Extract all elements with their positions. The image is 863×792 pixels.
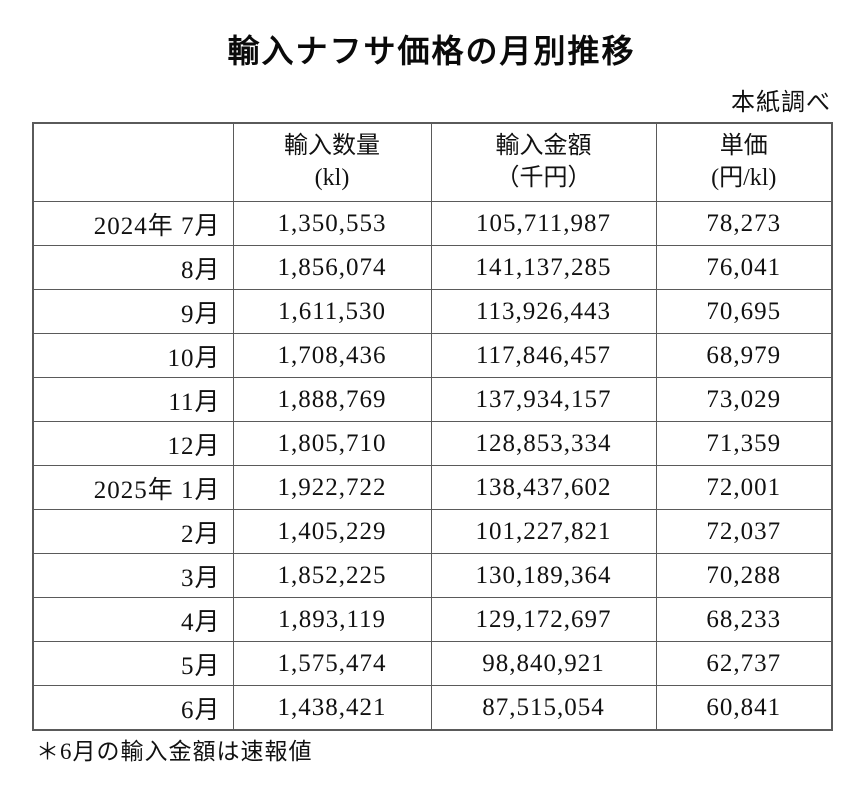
table-row: 5月 1,575,474 98,840,921 62,737 [32,641,833,686]
unit-price-cell: 78,273 [655,201,833,246]
volume-cell: 1,805,710 [232,421,432,466]
month-cell: 5月 [32,641,234,686]
table-body: 2024年 7月 1,350,553 105,711,987 78,273 8月 1,85… [32,201,833,731]
header-unit-price-title: 単価 [719,133,768,160]
table-row: 2024年 7月 1,350,553 105,711,987 78,273 [32,201,833,246]
table-row: 11月 1,888,769 137,934,157 73,029 [32,377,833,422]
month-cell: 6月 [32,685,234,731]
unit-price-cell: 62,737 [655,641,833,686]
table-row: 9月 1,611,530 113,926,443 70,695 [32,289,833,334]
amount-cell: 101,227,821 [430,509,657,554]
footnote: ＊6月の輸入金額は速報値 [36,739,313,764]
month-cell: 9月 [32,289,234,334]
amount-cell: 129,172,697 [430,597,657,642]
unit-price-cell: 72,001 [655,465,833,510]
header-row: 輸入数量 (kl) 輸入金額 （千円） 単価 (円/kl) [32,122,833,202]
header-amount-unit: （千円） [495,164,592,191]
table-row: 3月 1,852,225 130,189,364 70,288 [32,553,833,598]
amount-cell: 98,840,921 [430,641,657,686]
amount-cell: 138,437,602 [430,465,657,510]
header-amount-title: 輸入金額 [495,133,592,160]
unit-price-cell: 70,288 [655,553,833,598]
amount-cell: 130,189,364 [430,553,657,598]
amount-cell: 113,926,443 [430,289,657,334]
unit-price-cell: 71,359 [655,421,833,466]
table-row: 6月 1,438,421 87,515,054 60,841 [32,685,833,731]
volume-cell: 1,438,421 [232,685,432,731]
amount-cell: 117,846,457 [430,333,657,378]
page-title: 輸入ナフサ価格の月別推移 [227,33,636,69]
month-cell: 2025年 1月 [32,465,234,510]
unit-price-cell: 68,233 [655,597,833,642]
table-row: 2025年 1月 1,922,722 138,437,602 72,001 [32,465,833,510]
month-cell: 10月 [32,333,234,378]
month-cell: 12月 [32,421,234,466]
volume-cell: 1,856,074 [232,245,432,290]
month-cell: 8月 [32,245,234,290]
month-cell: 3月 [32,553,234,598]
amount-cell: 128,853,334 [430,421,657,466]
amount-cell: 137,934,157 [430,377,657,422]
unit-price-cell: 76,041 [655,245,833,290]
month-cell: 2月 [32,509,234,554]
amount-cell: 87,515,054 [430,685,657,731]
volume-cell: 1,708,436 [232,333,432,378]
naphtha-price-table: 輸入数量 (kl) 輸入金額 （千円） 単価 (円/kl) 2024年 7月 1,… [32,122,833,731]
volume-cell: 1,575,474 [232,641,432,686]
unit-price-cell: 70,695 [655,289,833,334]
source-note: 本紙調べ [731,90,831,116]
volume-cell: 1,922,722 [232,465,432,510]
header-cell-unit-price: 単価 (円/kl) [655,122,833,202]
header-cell-month [32,122,234,202]
unit-price-cell: 73,029 [655,377,833,422]
volume-cell: 1,852,225 [232,553,432,598]
header-unit-price-unit: (円/kl) [711,164,777,191]
header-cell-volume: 輸入数量 (kl) [232,122,432,202]
amount-cell: 141,137,285 [430,245,657,290]
header-volume-unit: (kl) [314,164,350,191]
table-row: 12月 1,805,710 128,853,334 71,359 [32,421,833,466]
table-row: 10月 1,708,436 117,846,457 68,979 [32,333,833,378]
unit-price-cell: 60,841 [655,685,833,731]
unit-price-cell: 68,979 [655,333,833,378]
volume-cell: 1,893,119 [232,597,432,642]
volume-cell: 1,611,530 [232,289,432,334]
month-cell: 4月 [32,597,234,642]
unit-price-cell: 72,037 [655,509,833,554]
volume-cell: 1,405,229 [232,509,432,554]
month-cell: 11月 [32,377,234,422]
volume-cell: 1,888,769 [232,377,432,422]
table-header: 輸入数量 (kl) 輸入金額 （千円） 単価 (円/kl) [32,122,833,202]
header-volume-title: 輸入数量 [284,133,380,160]
table-row: 8月 1,856,074 141,137,285 76,041 [32,245,833,290]
table-row: 2月 1,405,229 101,227,821 72,037 [32,509,833,554]
amount-cell: 105,711,987 [430,201,657,246]
header-cell-amount: 輸入金額 （千円） [430,122,657,202]
volume-cell: 1,350,553 [232,201,432,246]
table-row: 4月 1,893,119 129,172,697 68,233 [32,597,833,642]
month-cell: 2024年 7月 [32,201,234,246]
